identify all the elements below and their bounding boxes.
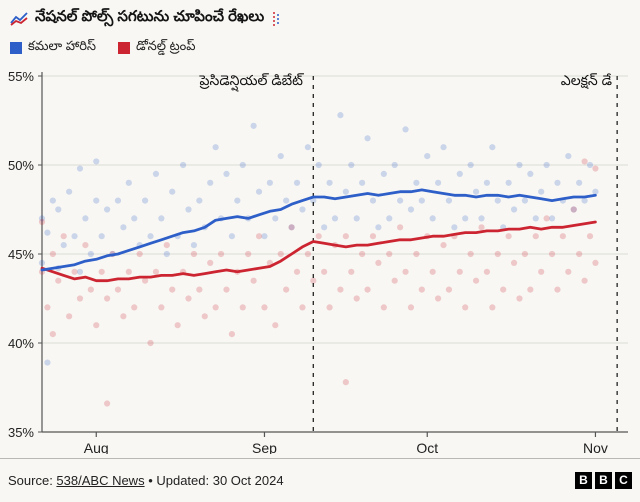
chart-title: నేషనల్ పోల్స్ సగటును చూపించే రేఖలు	[35, 8, 265, 25]
chart-header: నేషనల్ పోల్స్ సగటును చూపించే రేఖలు కమలా …	[0, 0, 640, 62]
svg-text:40%: 40%	[8, 336, 34, 351]
svg-text:55%: 55%	[8, 69, 34, 84]
debate-annotation: ప్రెసిడెన్షియల్ డిబేట్	[199, 72, 303, 88]
svg-text:Sep: Sep	[252, 440, 277, 454]
source-link[interactable]: 538/ABC News	[56, 473, 145, 488]
chart-area: 35% 40% 45% 50% 55% Aug Sep Oct Nov ప్రెసిడెన్షి…	[0, 62, 640, 454]
trump-label: డోనల్డ్ ట్రంప్	[136, 38, 196, 53]
svg-text:Nov: Nov	[583, 440, 608, 454]
bbc-logo-block-b1: B	[575, 472, 592, 489]
annotation-lines-icon	[271, 11, 281, 27]
svg-text:Aug: Aug	[84, 440, 109, 454]
bbc-logo: B B C	[575, 472, 632, 489]
legend-item-harris: కమలా హారిస్	[10, 38, 96, 57]
election-annotation: ఎలక్షన్ డే	[560, 72, 612, 88]
svg-text:35%: 35%	[8, 425, 34, 440]
source-text: Source: 538/ABC News • Updated: 30 Oct 2…	[8, 473, 284, 488]
bbc-logo-block-b2: B	[595, 472, 612, 489]
harris-swatch	[10, 41, 22, 54]
polls-chart: 35% 40% 45% 50% 55% Aug Sep Oct Nov	[8, 69, 628, 454]
legend-item-trump: డోనల్డ్ ట్రంప్	[118, 38, 195, 57]
chart-legend: కమలా హారిస్ డోనల్డ్ ట్రంప్	[10, 38, 630, 57]
harris-label: కమలా హారిస్	[28, 38, 97, 53]
bbc-logo-block-c: C	[615, 472, 632, 489]
poll-lines-icon	[10, 11, 28, 26]
svg-text:50%: 50%	[8, 158, 34, 173]
svg-text:Oct: Oct	[416, 440, 438, 454]
source-prefix: Source:	[8, 473, 57, 488]
svg-text:45%: 45%	[8, 247, 34, 262]
trump-swatch	[118, 41, 131, 54]
chart-footer: Source: 538/ABC News • Updated: 30 Oct 2…	[0, 458, 640, 502]
source-suffix: • Updated: 30 Oct 2024	[144, 473, 284, 488]
